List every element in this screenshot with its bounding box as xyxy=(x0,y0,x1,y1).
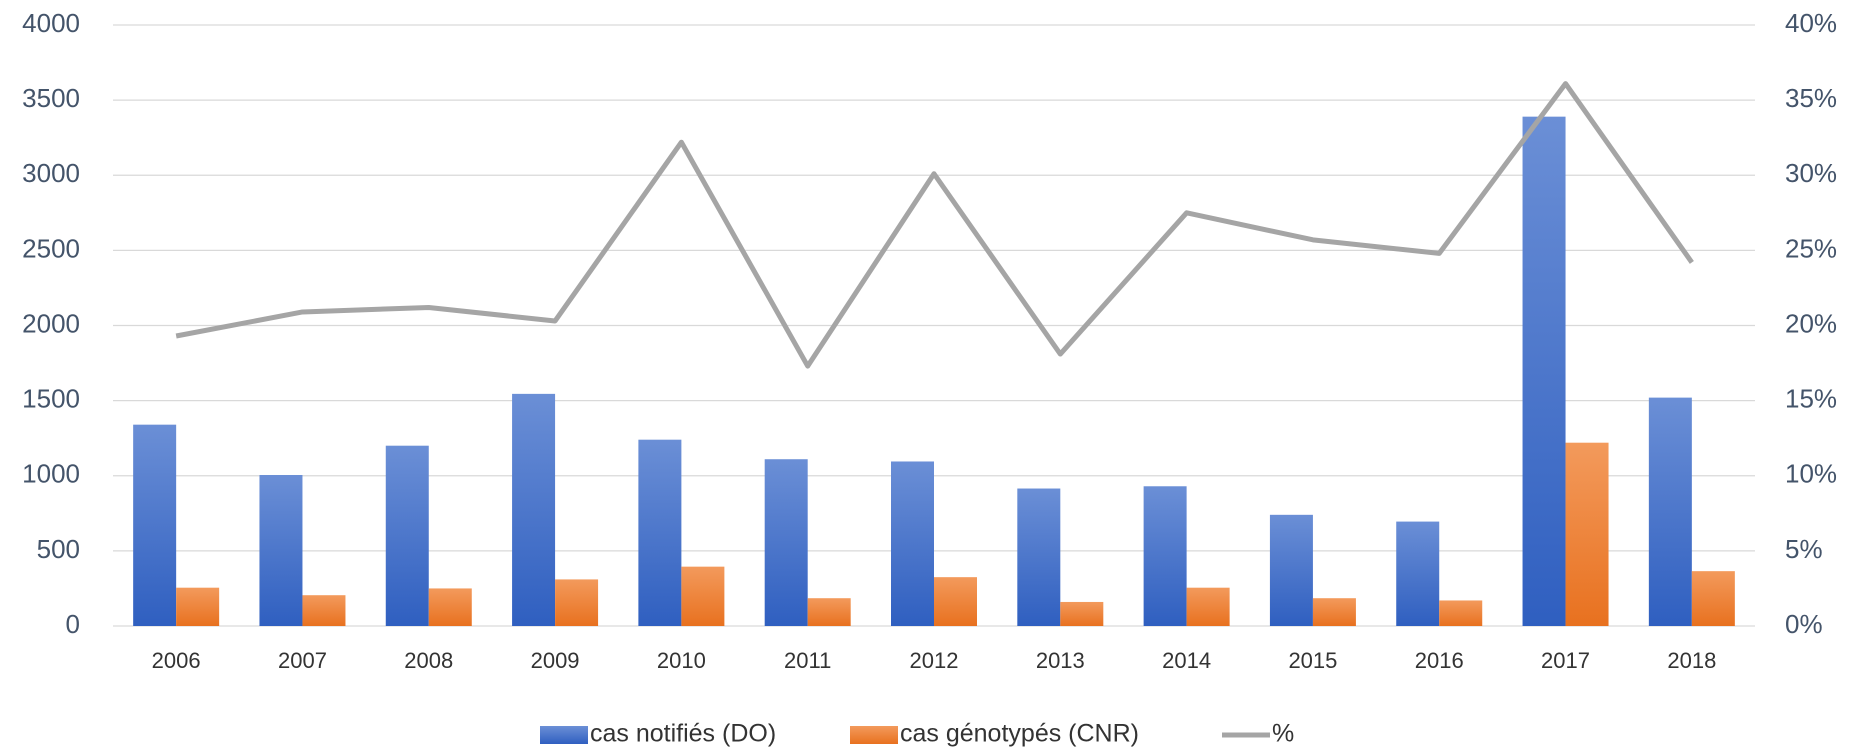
bar xyxy=(1269,514,1313,626)
legend-swatch xyxy=(850,726,898,744)
bar xyxy=(1691,571,1735,626)
y-tick-label: 1500 xyxy=(22,384,80,414)
bar xyxy=(807,598,851,626)
x-tick-label: 2017 xyxy=(1541,648,1590,673)
bar xyxy=(133,424,177,626)
y2-tick-label: 20% xyxy=(1785,308,1837,338)
bar xyxy=(385,445,429,626)
y2-tick-label: 10% xyxy=(1785,459,1837,489)
bar xyxy=(1565,442,1609,626)
bar xyxy=(428,588,472,626)
y-tick-label: 3000 xyxy=(22,158,80,188)
y-tick-label: 0 xyxy=(66,609,80,639)
bar xyxy=(681,566,725,626)
y-tick-label: 3500 xyxy=(22,83,80,113)
y-tick-label: 2000 xyxy=(22,308,80,338)
y-tick-label: 1000 xyxy=(22,459,80,489)
bar xyxy=(1186,587,1230,626)
bar xyxy=(1312,598,1356,626)
x-tick-label: 2014 xyxy=(1162,648,1211,673)
x-tick-label: 2018 xyxy=(1667,648,1716,673)
legend-label: cas notifiés (DO) xyxy=(590,720,776,748)
x-tick-label: 2010 xyxy=(657,648,706,673)
bar xyxy=(1439,600,1483,626)
y-tick-label: 4000 xyxy=(22,8,80,38)
x-tick-label: 2011 xyxy=(784,648,831,673)
bar xyxy=(302,595,346,626)
x-tick-label: 2009 xyxy=(531,648,580,673)
y-tick-label: 2500 xyxy=(22,233,80,263)
x-tick-label: 2013 xyxy=(1036,648,1085,673)
bar xyxy=(934,577,977,626)
line xyxy=(175,81,1694,369)
x-tick-label: 2015 xyxy=(1288,648,1337,673)
x-tick-label: 2012 xyxy=(910,648,959,673)
bar xyxy=(1522,116,1566,626)
bar xyxy=(1017,488,1061,626)
bar xyxy=(512,393,556,626)
bar xyxy=(259,474,303,626)
bar xyxy=(1648,397,1692,626)
legend-swatch xyxy=(540,726,588,744)
y2-tick-label: 35% xyxy=(1785,83,1837,113)
y-tick-label: 500 xyxy=(37,534,80,564)
bar xyxy=(638,439,682,626)
y2-tick-label: 15% xyxy=(1785,384,1837,414)
legend-label: % xyxy=(1272,720,1294,748)
y2-tick-label: 25% xyxy=(1785,233,1837,263)
x-tick-label: 2007 xyxy=(278,648,327,673)
bar xyxy=(1396,521,1440,626)
bar xyxy=(1143,486,1187,626)
x-tick-label: 2008 xyxy=(404,648,453,673)
bar xyxy=(555,579,599,626)
y2-tick-label: 40% xyxy=(1785,8,1837,38)
bar xyxy=(176,587,220,626)
x-tick-label: 2016 xyxy=(1415,648,1464,673)
y2-tick-label: 30% xyxy=(1785,158,1837,188)
legend-label: cas génotypés (CNR) xyxy=(900,720,1139,748)
bar xyxy=(764,459,808,626)
y2-tick-label: 0% xyxy=(1785,609,1823,639)
bar xyxy=(1060,601,1104,626)
x-tick-label: 2006 xyxy=(152,648,201,673)
bar xyxy=(891,461,934,626)
y2-tick-label: 5% xyxy=(1785,534,1823,564)
